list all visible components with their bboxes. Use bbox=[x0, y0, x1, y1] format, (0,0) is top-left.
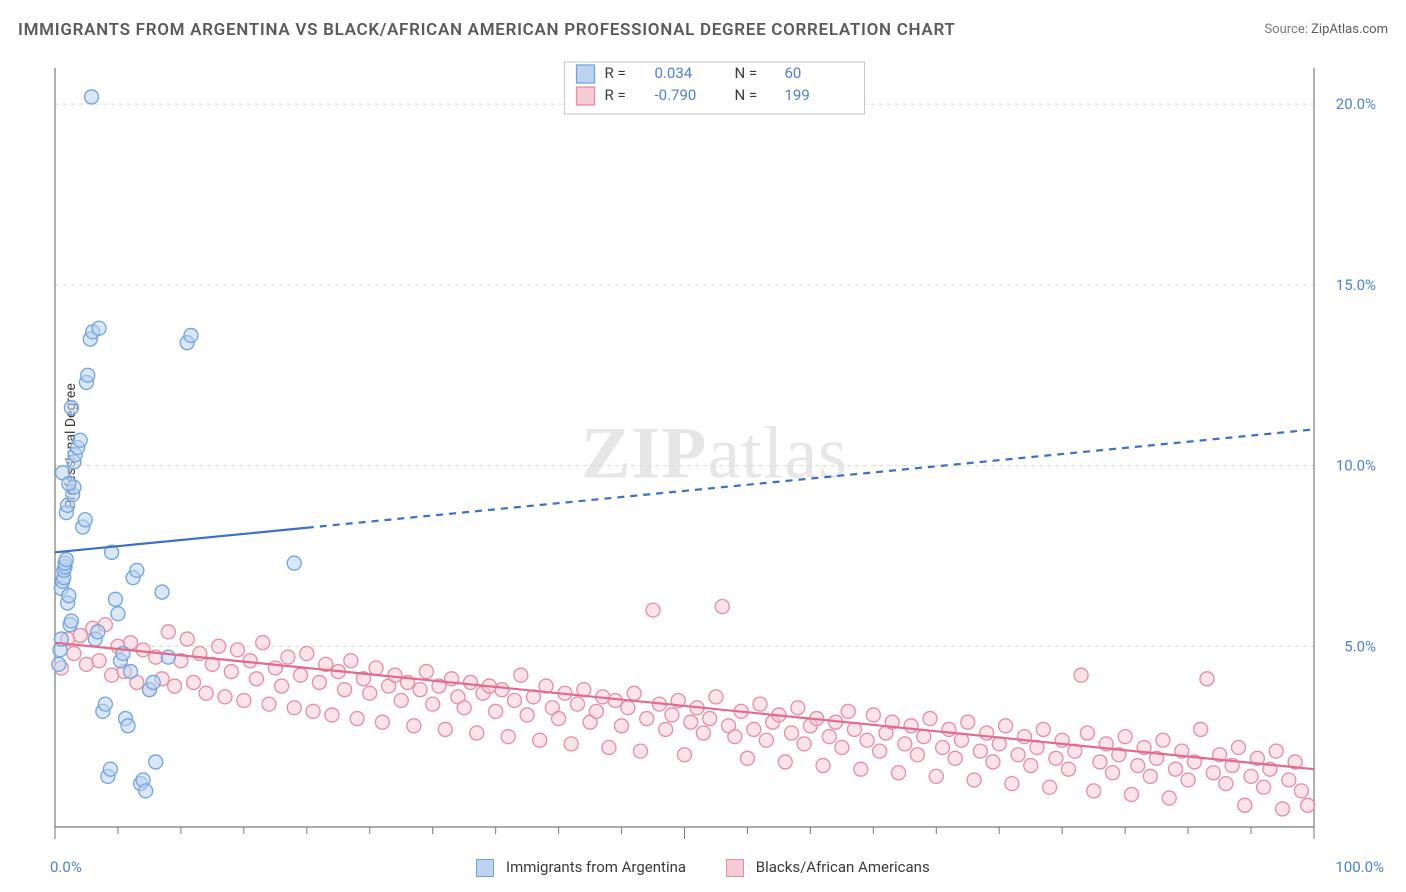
source-label: Source: bbox=[1264, 22, 1307, 37]
svg-text:15.0%: 15.0% bbox=[1336, 276, 1376, 294]
legend-label-black: Blacks/African Americans bbox=[756, 858, 930, 876]
svg-text:0.034: 0.034 bbox=[655, 64, 693, 82]
source-value: ZipAtlas.com bbox=[1311, 22, 1388, 37]
source-attribution: Source: ZipAtlas.com bbox=[1264, 22, 1388, 37]
bottom-legend: Immigrants from Argentina Blacks/African… bbox=[0, 858, 1406, 877]
legend-label-argentina: Immigrants from Argentina bbox=[506, 858, 686, 876]
svg-text:R =: R = bbox=[605, 64, 626, 82]
svg-text:R =: R = bbox=[605, 86, 626, 104]
legend-item-argentina: Immigrants from Argentina bbox=[476, 858, 686, 877]
svg-text:60: 60 bbox=[785, 64, 802, 82]
legend-swatch-argentina bbox=[476, 859, 494, 877]
svg-text:5.0%: 5.0% bbox=[1344, 637, 1376, 655]
svg-text:N =: N = bbox=[735, 64, 758, 82]
legend-item-black: Blacks/African Americans bbox=[726, 858, 930, 877]
svg-text:199: 199 bbox=[785, 86, 810, 104]
svg-text:N =: N = bbox=[735, 86, 758, 104]
svg-text:-0.790: -0.790 bbox=[655, 86, 697, 104]
plot-area: ZIPatlas 5.0%10.0%15.0%20.0%R =0.034N =6… bbox=[45, 60, 1384, 847]
scatter-plot-svg: 5.0% 10.0% 15.0% 20.0% R = 0.034 N = 60 R = -0.79… bbox=[45, 60, 1384, 847]
legend-swatch-black bbox=[726, 859, 744, 877]
svg-text:10.0%: 10.0% bbox=[1336, 457, 1376, 475]
svg-text:20.0%: 20.0% bbox=[1336, 95, 1376, 113]
chart-title: IMMIGRANTS FROM ARGENTINA VS BLACK/AFRIC… bbox=[18, 20, 956, 40]
